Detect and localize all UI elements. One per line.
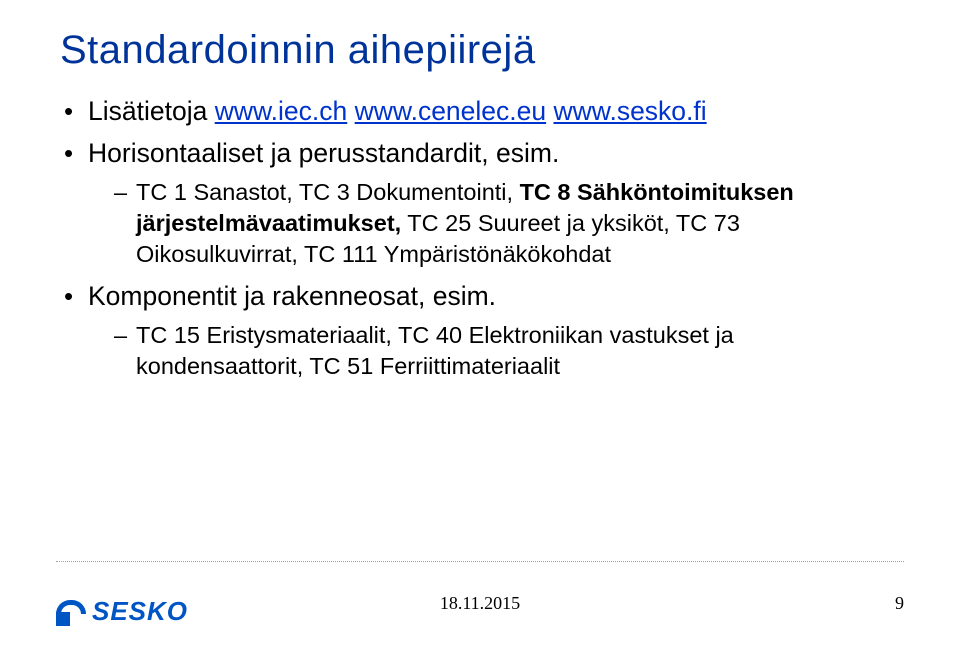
bullet-components: Komponentit ja rakenneosat, esim. TC 15 … [60, 280, 900, 382]
footer-date: 18.11.2015 [0, 593, 960, 614]
sub-tc15-text: TC 15 Eristysmateriaalit, TC 40 Elektron… [136, 322, 734, 379]
sub-tc8-pre: TC 1 Sanastot, TC 3 Dokumentointi, [136, 179, 520, 205]
bullet-horizontal: Horisontaaliset ja perusstandardit, esim… [60, 137, 900, 270]
bullet-list: Lisätietoja www.iec.ch www.cenelec.eu ww… [60, 95, 900, 382]
bullet-components-text: Komponentit ja rakenneosat, esim. [88, 281, 496, 311]
logo-square-icon [56, 612, 70, 626]
link-sesko[interactable]: www.sesko.fi [554, 96, 707, 126]
divider-line [56, 561, 904, 562]
bullet-horizontal-text: Horisontaaliset ja perusstandardit, esim… [88, 138, 559, 168]
sep [347, 96, 354, 126]
link-cenelec[interactable]: www.cenelec.eu [355, 96, 547, 126]
link-iec[interactable]: www.iec.ch [215, 96, 348, 126]
sub-item-tc15: TC 15 Eristysmateriaalit, TC 40 Elektron… [114, 320, 900, 382]
sub-list-components: TC 15 Eristysmateriaalit, TC 40 Elektron… [88, 320, 900, 382]
sep [546, 96, 553, 126]
page-title: Standardoinnin aihepiirejä [60, 28, 900, 73]
bullet-links-prefix: Lisätietoja [88, 96, 215, 126]
sub-list-horizontal: TC 1 Sanastot, TC 3 Dokumentointi, TC 8 … [88, 177, 900, 270]
bullet-links: Lisätietoja www.iec.ch www.cenelec.eu ww… [60, 95, 900, 129]
slide: Standardoinnin aihepiirejä Lisätietoja w… [0, 0, 960, 648]
footer-page: 9 [895, 593, 904, 614]
sub-item-tc8: TC 1 Sanastot, TC 3 Dokumentointi, TC 8 … [114, 177, 900, 270]
